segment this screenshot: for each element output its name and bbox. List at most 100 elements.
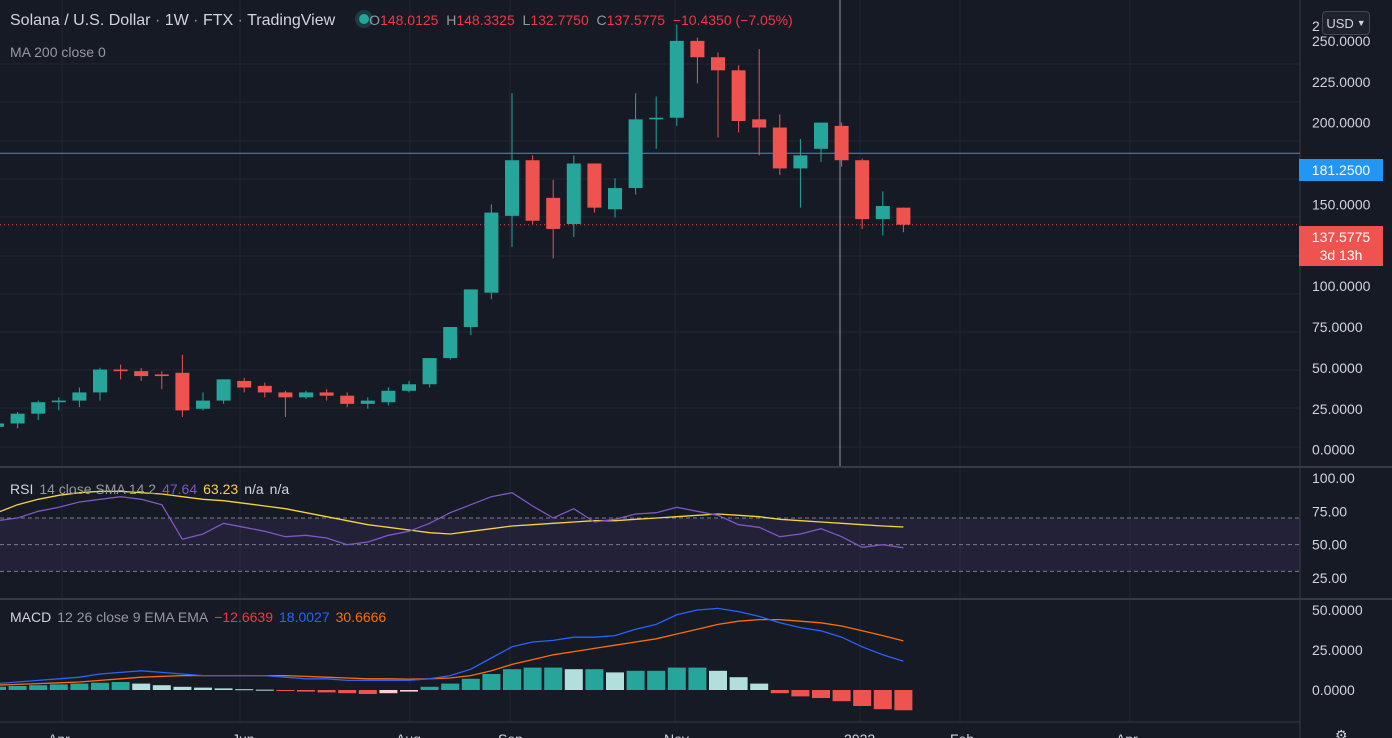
candle <box>834 122 849 167</box>
candle-body <box>690 40 705 58</box>
price-tick-label: 250.0000 <box>1312 33 1371 49</box>
interval-label[interactable]: 1W <box>164 12 189 29</box>
candle-body <box>711 57 725 71</box>
candle <box>175 354 190 417</box>
rsi-extra-2: n/a <box>269 481 290 497</box>
macd-histogram-bar <box>606 672 624 690</box>
exchange-label: FTX <box>202 12 234 29</box>
candle-body <box>154 374 169 377</box>
candle <box>134 367 149 381</box>
macd-histogram-bar <box>194 687 212 690</box>
currency-button[interactable]: USD ▼ <box>1322 11 1370 35</box>
candle-body <box>134 371 149 377</box>
candle-body <box>93 369 107 393</box>
price-tick-label: 50.0000 <box>1312 360 1363 376</box>
candle-body <box>278 392 293 398</box>
candle <box>422 358 437 388</box>
macd-legend[interactable]: MACD 12 26 close 9 EMA EMA −12.6639 18.0027… <box>10 609 392 625</box>
time-tick-label: Apr <box>48 731 70 738</box>
provider-label: TradingView <box>247 12 336 29</box>
candle-body <box>628 119 643 189</box>
macd-histogram-bar <box>832 690 851 702</box>
price-tick-label: 100.0000 <box>1312 278 1371 294</box>
candle <box>340 392 355 408</box>
macd-histogram-bar <box>791 690 810 697</box>
candle <box>587 163 602 213</box>
candle-body <box>319 392 334 396</box>
legend-separator: · <box>150 12 165 29</box>
candle-body <box>196 400 210 409</box>
candle <box>319 389 334 401</box>
macd-histogram-bar <box>853 690 872 706</box>
time-tick-label: Apr <box>1116 731 1138 738</box>
candle <box>731 65 746 133</box>
rsi-legend[interactable]: RSI 14 close SMA 14 2 47.64 63.23 n/a n/a <box>10 481 295 497</box>
candle <box>72 387 87 408</box>
candle <box>875 191 890 236</box>
rsi-title: RSI <box>10 481 34 497</box>
candle-body <box>175 372 190 411</box>
macd-histogram-bar <box>49 684 68 690</box>
candle-body <box>463 289 478 328</box>
candle-body <box>51 400 66 403</box>
currency-label: USD <box>1326 15 1354 31</box>
macd-histogram-bar <box>441 683 460 690</box>
candle <box>711 52 725 138</box>
macd-histogram-bar <box>379 690 398 694</box>
candle-body <box>566 163 581 225</box>
close-label: C <box>596 12 607 28</box>
candle <box>814 122 828 162</box>
change-value: −10.4350 (−7.05%) <box>672 12 793 28</box>
candle-body <box>855 160 870 220</box>
candle <box>772 114 787 175</box>
symbol-legend[interactable]: Solana / U.S. Dollar · 1W · FTX · Tradin… <box>10 12 793 30</box>
time-tick-label: 2022 <box>844 731 875 738</box>
open-value: 148.0125 <box>380 12 439 28</box>
high-label: H <box>446 12 457 28</box>
candle-body <box>422 358 437 385</box>
price-tick-label: 75.0000 <box>1312 319 1363 335</box>
candle <box>505 93 519 247</box>
candle <box>257 382 272 398</box>
macd-signal-value: 30.6666 <box>335 609 387 625</box>
macd-histogram-bar <box>709 670 727 690</box>
open-label: O <box>369 12 381 28</box>
ma-legend[interactable]: MA 200 close 0 <box>10 44 106 60</box>
candle <box>237 377 252 393</box>
market-status-icon[interactable] <box>359 14 370 24</box>
bar-countdown: 3d 13h <box>1319 247 1363 263</box>
macd-tick-label: 0.0000 <box>1312 682 1355 698</box>
macd-histogram-bar <box>667 667 686 690</box>
macd-title: MACD <box>10 609 52 625</box>
macd-signal-line <box>0 618 904 686</box>
macd-histogram-bar <box>111 682 130 690</box>
candle-body <box>299 392 313 398</box>
candle <box>113 364 128 380</box>
macd-histogram-bar <box>235 689 254 691</box>
candle <box>793 138 808 208</box>
macd-histogram-bar <box>152 685 171 690</box>
candle-body <box>814 122 828 149</box>
candle-body <box>381 390 396 403</box>
low-label: L <box>522 12 531 28</box>
rsi-ma-line <box>0 490 904 535</box>
rsi-tick-label: 75.00 <box>1312 503 1347 519</box>
candle <box>10 412 25 429</box>
high-value: 148.3325 <box>456 12 515 28</box>
macd-histogram-bar <box>317 690 336 693</box>
price-tick-label: 200.0000 <box>1312 115 1371 131</box>
macd-histogram-bar <box>70 683 89 690</box>
macd-histogram-bar <box>173 686 192 690</box>
candle <box>93 367 107 401</box>
candle-body <box>237 380 252 388</box>
candle-body <box>896 207 911 225</box>
last-price: 137.5775 <box>1311 229 1371 245</box>
gear-icon[interactable]: ⚙ <box>1335 727 1348 738</box>
time-tick-label: Jun <box>232 731 255 738</box>
candle <box>752 49 767 156</box>
candle-body <box>608 188 622 210</box>
macd-histogram-bar <box>894 690 913 711</box>
candle-body <box>669 40 684 118</box>
candle-body <box>731 70 746 121</box>
